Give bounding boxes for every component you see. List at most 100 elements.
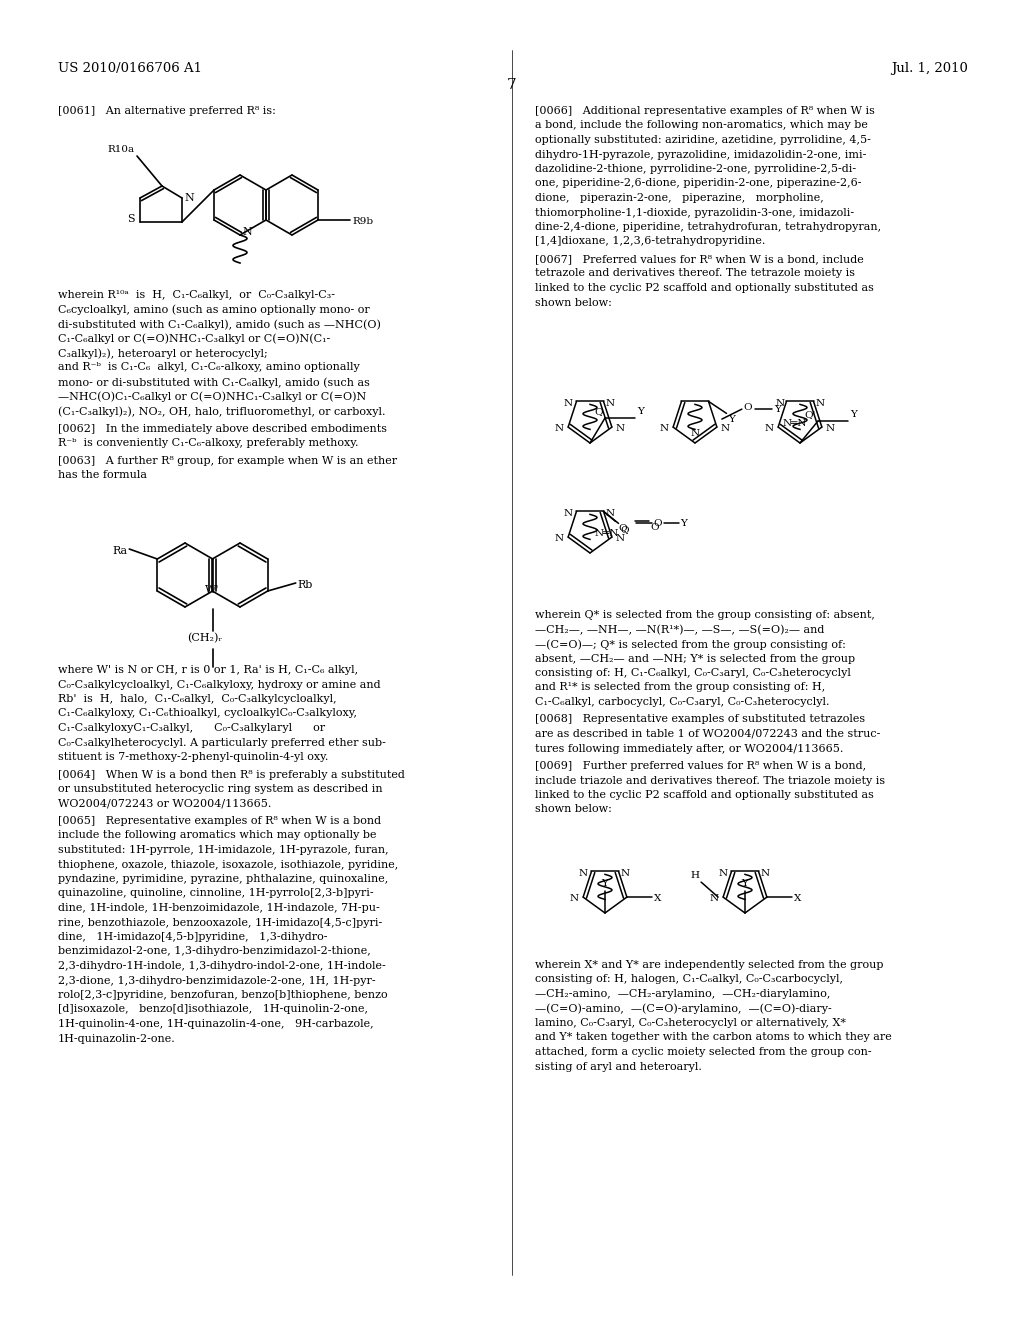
Text: N: N <box>242 227 252 238</box>
Text: Ra: Ra <box>113 546 127 556</box>
Text: di-substituted with C₁-C₆alkyl), amido (such as —NHC(O): di-substituted with C₁-C₆alkyl), amido (… <box>58 319 381 330</box>
Text: C₃alkyl)₂), heteroaryl or heterocyclyl;: C₃alkyl)₂), heteroaryl or heterocyclyl; <box>58 348 267 359</box>
Text: [0064]   When W is a bond then R⁸ is preferably a substituted: [0064] When W is a bond then R⁸ is prefe… <box>58 770 404 780</box>
Text: and Y* taken together with the carbon atoms to which they are: and Y* taken together with the carbon at… <box>535 1032 892 1043</box>
Text: N: N <box>605 400 614 408</box>
Text: C₁-C₆alkyloxy, C₁-C₆thioalkyl, cycloalkylC₀-C₃alkyloxy,: C₁-C₆alkyloxy, C₁-C₆thioalkyl, cycloalky… <box>58 709 357 718</box>
Text: Y: Y <box>741 879 749 888</box>
Text: N: N <box>721 424 730 433</box>
Text: wherein Q* is selected from the group consisting of: absent,: wherein Q* is selected from the group co… <box>535 610 874 620</box>
Text: N═N: N═N <box>782 418 807 428</box>
Text: tures following immediately after, or WO2004/113665.: tures following immediately after, or WO… <box>535 743 844 754</box>
Text: N: N <box>621 870 630 878</box>
Text: [d]isoxazole,   benzo[d]isothiazole,   1H-quinolin-2-one,: [d]isoxazole, benzo[d]isothiazole, 1H-qu… <box>58 1005 368 1015</box>
Text: include triazole and derivatives thereof. The triazole moiety is: include triazole and derivatives thereof… <box>535 776 885 785</box>
Text: R10a: R10a <box>108 145 135 154</box>
Text: are as described in table 1 of WO2004/072243 and the struc-: are as described in table 1 of WO2004/07… <box>535 729 881 739</box>
Text: [0067]   Preferred values for R⁸ when W is a bond, include: [0067] Preferred values for R⁸ when W is… <box>535 253 864 264</box>
Text: 1H-quinazolin-2-one.: 1H-quinazolin-2-one. <box>58 1034 176 1044</box>
Text: N: N <box>765 424 774 433</box>
Text: stituent is 7-methoxy-2-phenyl-quinolin-4-yl oxy.: stituent is 7-methoxy-2-phenyl-quinolin-… <box>58 752 329 762</box>
Text: or unsubstituted heterocyclic ring system as described in: or unsubstituted heterocyclic ring syste… <box>58 784 383 795</box>
Text: N: N <box>719 870 727 878</box>
Text: Y: Y <box>681 519 687 528</box>
Text: C₀-C₃alkylheterocyclyl. A particularly preferred ether sub-: C₀-C₃alkylheterocyclyl. A particularly p… <box>58 738 386 747</box>
Text: N: N <box>563 400 572 408</box>
Text: Q: Q <box>621 525 629 535</box>
Text: Jul. 1, 2010: Jul. 1, 2010 <box>891 62 968 75</box>
Text: dine,   1H-imidazo[4,5-b]pyridine,   1,3-dihydro-: dine, 1H-imidazo[4,5-b]pyridine, 1,3-dih… <box>58 932 328 942</box>
Text: mono- or di-substituted with C₁-C₆alkyl, amido (such as: mono- or di-substituted with C₁-C₆alkyl,… <box>58 378 370 388</box>
Text: [0061]   An alternative preferred R⁸ is:: [0061] An alternative preferred R⁸ is: <box>58 106 275 116</box>
Text: N: N <box>690 429 699 438</box>
Text: include the following aromatics which may optionally be: include the following aromatics which ma… <box>58 830 377 841</box>
Text: thiomorpholine-1,1-dioxide, pyrazolidin-3-one, imidazoli-: thiomorpholine-1,1-dioxide, pyrazolidin-… <box>535 207 854 218</box>
Text: benzimidazol-2-one, 1,3-dihydro-benzimidazol-2-thione,: benzimidazol-2-one, 1,3-dihydro-benzimid… <box>58 946 371 957</box>
Text: one, piperidine-2,6-dione, piperidin-2-one, piperazine-2,6-: one, piperidine-2,6-dione, piperidin-2-o… <box>535 178 861 189</box>
Text: O: O <box>650 524 659 532</box>
Text: 2,3-dione, 1,3-dihydro-benzimidazole-2-one, 1H, 1H-pyr-: 2,3-dione, 1,3-dihydro-benzimidazole-2-o… <box>58 975 376 986</box>
Text: rine, benzothiazole, benzooxazole, 1H-imidazo[4,5-c]pyri-: rine, benzothiazole, benzooxazole, 1H-im… <box>58 917 382 928</box>
Text: Y: Y <box>728 416 735 425</box>
Text: N: N <box>555 424 564 433</box>
Text: R⁻ᵇ  is conveniently C₁-C₆-alkoxy, preferably methoxy.: R⁻ᵇ is conveniently C₁-C₆-alkoxy, prefer… <box>58 438 358 447</box>
Text: Rb: Rb <box>298 579 313 590</box>
Text: —(C=O)—; Q* is selected from the group consisting of:: —(C=O)—; Q* is selected from the group c… <box>535 639 846 649</box>
Text: Y: Y <box>637 407 644 416</box>
Text: rolo[2,3-c]pyridine, benzofuran, benzo[b]thiophene, benzo: rolo[2,3-c]pyridine, benzofuran, benzo[b… <box>58 990 388 1001</box>
Text: N: N <box>761 870 770 878</box>
Text: N: N <box>570 894 580 903</box>
Text: lamino, C₀-C₃aryl, C₀-C₃heterocyclyl or alternatively, X*: lamino, C₀-C₃aryl, C₀-C₃heterocyclyl or … <box>535 1018 846 1028</box>
Text: O: O <box>653 519 663 528</box>
Text: quinazoline, quinoline, cinnoline, 1H-pyrrolo[2,3-b]pyri-: quinazoline, quinoline, cinnoline, 1H-py… <box>58 888 374 899</box>
Text: dazolidine-2-thione, pyrrolidine-2-one, pyrrolidine-2,5-di-: dazolidine-2-thione, pyrrolidine-2-one, … <box>535 164 856 174</box>
Text: —CH₂—, —NH—, —N(R¹*)—, —S—, —S(=O)₂— and: —CH₂—, —NH—, —N(R¹*)—, —S—, —S(=O)₂— and <box>535 624 824 635</box>
Text: dine-2,4-dione, piperidine, tetrahydrofuran, tetrahydropyran,: dine-2,4-dione, piperidine, tetrahydrofu… <box>535 222 881 232</box>
Text: N: N <box>184 193 194 203</box>
Text: C₆cycloalkyl, amino (such as amino optionally mono- or: C₆cycloalkyl, amino (such as amino optio… <box>58 305 370 315</box>
Text: [0068]   Representative examples of substituted tetrazoles: [0068] Representative examples of substi… <box>535 714 865 725</box>
Text: Y: Y <box>601 879 608 888</box>
Text: 7: 7 <box>507 78 517 92</box>
Text: where W' is N or CH, r is 0 or 1, Ra' is H, C₁-C₆ alkyl,: where W' is N or CH, r is 0 or 1, Ra' is… <box>58 665 358 675</box>
Text: N: N <box>605 510 614 519</box>
Text: [0062]   In the immediately above described embodiments: [0062] In the immediately above describe… <box>58 424 387 433</box>
Text: [0065]   Representative examples of R⁸ when W is a bond: [0065] Representative examples of R⁸ whe… <box>58 816 381 826</box>
Text: Q: Q <box>618 524 627 532</box>
Text: N: N <box>615 533 625 543</box>
Text: N: N <box>579 870 588 878</box>
Text: wherein X* and Y* are independently selected from the group: wherein X* and Y* are independently sele… <box>535 960 884 970</box>
Text: WO2004/072243 or WO2004/113665.: WO2004/072243 or WO2004/113665. <box>58 799 271 808</box>
Text: US 2010/0166706 A1: US 2010/0166706 A1 <box>58 62 202 75</box>
Text: Q': Q' <box>805 411 816 418</box>
Text: S: S <box>127 214 135 224</box>
Text: 2,3-dihydro-1H-indole, 1,3-dihydro-indol-2-one, 1H-indole-: 2,3-dihydro-1H-indole, 1,3-dihydro-indol… <box>58 961 386 972</box>
Text: and R⁻ᵇ  is C₁-C₆  alkyl, C₁-C₆-alkoxy, amino optionally: and R⁻ᵇ is C₁-C₆ alkyl, C₁-C₆-alkoxy, am… <box>58 363 359 372</box>
Text: and R¹* is selected from the group consisting of: H,: and R¹* is selected from the group consi… <box>535 682 825 693</box>
Text: O: O <box>743 403 753 412</box>
Text: pyndazine, pyrimidine, pyrazine, phthalazine, quinoxaline,: pyndazine, pyrimidine, pyrazine, phthala… <box>58 874 388 884</box>
Text: R9b: R9b <box>352 216 373 226</box>
Text: linked to the cyclic P2 scaffold and optionally substituted as: linked to the cyclic P2 scaffold and opt… <box>535 282 873 293</box>
Text: —NHC(O)C₁-C₆alkyl or C(=O)NHC₁-C₃alkyl or C(=O)N: —NHC(O)C₁-C₆alkyl or C(=O)NHC₁-C₃alkyl o… <box>58 392 367 403</box>
Text: Y: Y <box>850 411 857 418</box>
Text: H: H <box>690 871 699 880</box>
Text: X: X <box>654 894 662 903</box>
Text: thiophene, oxazole, thiazole, isoxazole, isothiazole, pyridine,: thiophene, oxazole, thiazole, isoxazole,… <box>58 859 398 870</box>
Text: Rb'  is  H,  halo,  C₁-C₆alkyl,  C₀-C₃alkylcycloalkyl,: Rb' is H, halo, C₁-C₆alkyl, C₀-C₃alkylcy… <box>58 694 337 704</box>
Text: N: N <box>710 894 719 903</box>
Text: 1H-quinolin-4-one, 1H-quinazolin-4-one,   9H-carbazole,: 1H-quinolin-4-one, 1H-quinazolin-4-one, … <box>58 1019 374 1030</box>
Text: C₁-C₆alkyl, carbocyclyl, C₀-C₃aryl, C₀-C₃heterocyclyl.: C₁-C₆alkyl, carbocyclyl, C₀-C₃aryl, C₀-C… <box>535 697 829 708</box>
Text: shown below:: shown below: <box>535 804 612 814</box>
Text: N: N <box>555 533 564 543</box>
Text: consisting of: H, C₁-C₆alkyl, C₀-C₃aryl, C₀-C₃heterocyclyl: consisting of: H, C₁-C₆alkyl, C₀-C₃aryl,… <box>535 668 851 678</box>
Text: dine, 1H-indole, 1H-benzoimidazole, 1H-indazole, 7H-pu-: dine, 1H-indole, 1H-benzoimidazole, 1H-i… <box>58 903 380 913</box>
Text: [1,4]dioxane, 1,2,3,6-tetrahydropyridine.: [1,4]dioxane, 1,2,3,6-tetrahydropyridine… <box>535 236 765 247</box>
Text: optionally substituted: aziridine, azetidine, pyrrolidine, 4,5-: optionally substituted: aziridine, azeti… <box>535 135 870 145</box>
Text: linked to the cyclic P2 scaffold and optionally substituted as: linked to the cyclic P2 scaffold and opt… <box>535 789 873 800</box>
Text: shown below:: shown below: <box>535 297 612 308</box>
Text: substituted: 1H-pyrrole, 1H-imidazole, 1H-pyrazole, furan,: substituted: 1H-pyrrole, 1H-imidazole, 1… <box>58 845 389 855</box>
Text: C₁-C₆alkyl or C(=O)NHC₁-C₃alkyl or C(=O)N(C₁-: C₁-C₆alkyl or C(=O)NHC₁-C₃alkyl or C(=O)… <box>58 334 331 345</box>
Text: sisting of aryl and heteroaryl.: sisting of aryl and heteroaryl. <box>535 1061 701 1072</box>
Text: has the formula: has the formula <box>58 470 147 480</box>
